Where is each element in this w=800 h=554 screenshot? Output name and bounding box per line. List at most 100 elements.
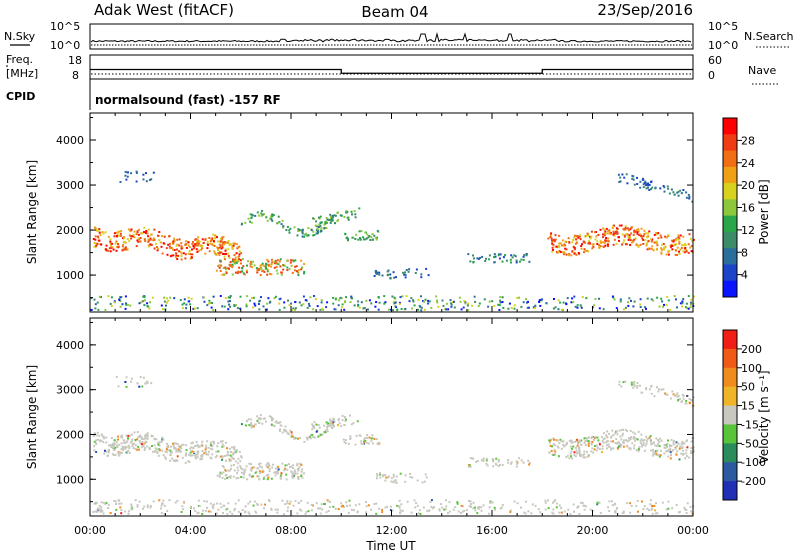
echo-cell	[274, 467, 277, 470]
echo-cell	[453, 306, 456, 309]
echo-cell	[136, 505, 139, 508]
echo-cell	[279, 258, 282, 261]
echo-cell	[112, 248, 115, 251]
echo-cell	[205, 453, 208, 456]
echo-cell	[103, 452, 106, 455]
echo-cell	[242, 476, 245, 479]
echo-cell	[319, 512, 322, 515]
echo-cell	[570, 450, 573, 453]
echo-cell	[639, 384, 641, 387]
echo-cell	[636, 176, 638, 179]
echo-cell	[588, 436, 590, 439]
echo-cell	[626, 227, 629, 230]
echo-cell	[594, 436, 597, 438]
echo-cell	[610, 232, 612, 234]
echo-cell	[293, 469, 296, 472]
echo-cell	[149, 238, 152, 241]
echo-cell	[571, 441, 574, 444]
echo-cell	[610, 436, 612, 439]
echo-cell	[637, 430, 640, 433]
n-sky-series	[90, 32, 692, 43]
echo-cell	[342, 504, 344, 507]
echo-cell	[191, 248, 193, 251]
echo-cell	[177, 448, 180, 451]
colorbar-segment	[723, 405, 737, 425]
echo-cell	[238, 253, 241, 256]
echo-cell	[150, 382, 153, 385]
echo-cell	[115, 240, 118, 243]
echo-cell	[473, 295, 476, 298]
echo-cell	[157, 443, 160, 446]
echo-cell	[301, 229, 304, 232]
echo-cell	[296, 464, 299, 467]
echo-cell	[201, 509, 204, 512]
echo-cell	[249, 500, 252, 503]
echo-cell	[164, 456, 166, 459]
echo-cell	[277, 472, 279, 475]
echo-cell	[589, 237, 592, 240]
colorbar-segment	[723, 424, 737, 444]
echo-cell	[616, 232, 619, 235]
echo-cell	[650, 443, 653, 446]
echo-cell	[583, 450, 586, 453]
echo-cell	[189, 447, 192, 450]
echo-cell	[291, 475, 294, 478]
echo-cell	[294, 301, 297, 303]
echo-cell	[261, 422, 264, 425]
echo-cell	[658, 445, 661, 447]
echo-cell	[156, 448, 159, 451]
echo-cell	[194, 445, 197, 447]
echo-cell	[119, 452, 122, 455]
colorbar-segment	[723, 462, 737, 482]
echo-cell	[573, 295, 576, 298]
echo-cell	[271, 261, 274, 264]
echo-cell	[655, 233, 658, 236]
echo-cell	[266, 302, 269, 305]
echo-cell	[337, 418, 340, 420]
echo-cell	[286, 468, 289, 471]
echo-cell	[477, 305, 480, 308]
echo-cell	[644, 444, 647, 447]
echo-cell	[262, 305, 265, 308]
echo-cell	[92, 238, 95, 240]
echo-cell	[320, 230, 323, 232]
echo-cell	[362, 238, 365, 241]
echo-cell	[314, 224, 317, 227]
echo-cell	[630, 383, 633, 386]
echo-cell	[283, 301, 286, 304]
echo-cell	[228, 303, 231, 306]
echo-cell	[276, 222, 279, 225]
echo-cell	[660, 248, 663, 251]
echo-cell	[650, 440, 652, 443]
echo-cell	[113, 442, 116, 445]
echo-cell	[276, 465, 279, 468]
echo-cell	[461, 505, 464, 508]
echo-cell	[238, 255, 241, 258]
echo-cell	[114, 242, 117, 245]
echo-cell	[618, 380, 621, 383]
echo-cell	[177, 445, 180, 448]
echo-cell	[175, 256, 177, 259]
echo-cell	[213, 245, 216, 247]
echo-cell	[664, 235, 667, 238]
echo-cell	[682, 394, 685, 397]
echo-cell	[270, 258, 273, 261]
echo-cell	[273, 425, 276, 428]
echo-cell	[617, 173, 620, 176]
echo-cell	[552, 508, 555, 511]
echo-cell	[393, 479, 396, 482]
echo-cell	[206, 440, 209, 443]
echo-cell	[690, 244, 693, 247]
echo-cell	[602, 432, 605, 435]
echo-cell	[180, 447, 183, 450]
echo-cell	[294, 437, 297, 440]
echo-cell	[370, 437, 373, 440]
echo-cell	[622, 381, 625, 384]
echo-cell	[672, 191, 675, 194]
echo-cell	[347, 239, 349, 242]
echo-cell	[525, 298, 528, 301]
echo-cell	[429, 501, 432, 504]
echo-cell	[289, 261, 292, 264]
echo-cell	[325, 221, 328, 224]
echo-cell	[507, 307, 510, 310]
